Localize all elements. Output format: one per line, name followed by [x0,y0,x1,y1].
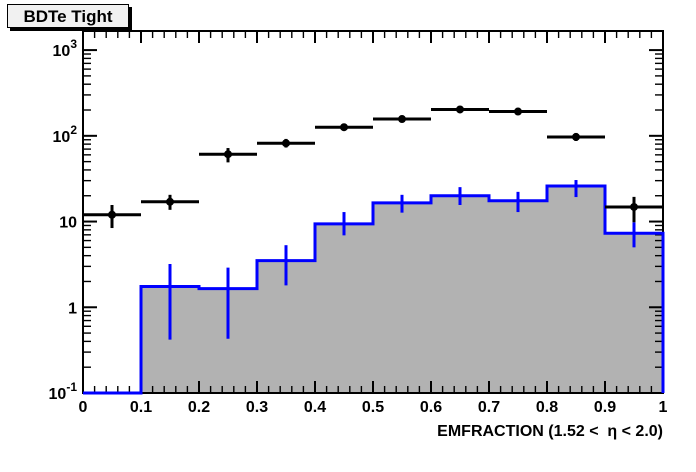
x-tick-label: 0.3 [246,399,268,416]
data-point-marker [224,150,232,159]
y-tick-label: 10-1 [49,380,78,403]
histogram-error-bars [168,180,636,340]
histogram-fill [83,185,663,393]
x-tick-label: 0 [79,399,88,416]
data-point-marker [630,202,638,211]
y-tick-label: 102 [53,123,78,146]
x-tick-label: 0.5 [362,399,384,416]
data-point-marker [166,197,174,206]
y-tick-label: 10 [59,215,77,232]
x-tick-label: 0.4 [304,399,326,416]
x-tick-label: 0.9 [594,399,616,416]
data-point-marker [572,132,580,141]
y-tick-label: 103 [53,37,78,60]
x-tick-label: 0.2 [188,399,210,416]
data-point-marker [456,105,464,114]
x-tick-label: 0.1 [130,399,152,416]
data-point-marker [108,210,116,219]
y-tick-label: 1 [68,300,77,317]
data-point-marker [340,123,348,132]
x-tick-label: 1 [659,399,668,416]
x-axis-title: EMFRACTION (1.52 < η < 2.0) [437,423,663,440]
data-point-marker [398,115,406,124]
x-tick-label: 0.6 [420,399,442,416]
data-point-marker [282,139,290,148]
histogram-title-box: BDTe Tight [7,4,129,28]
x-tick-label: 0.8 [536,399,558,416]
axis-labels: 0 0.1 0.2 0.3 0.4 0.5 0.6 0.7 0.8 0.9 1 10-1 1 10 102 1… [49,37,668,416]
data-point-marker [514,107,522,116]
histogram-outline [83,184,665,395]
data-points [83,105,663,229]
histogram-title: BDTe Tight [23,6,113,26]
x-tick-label: 0.7 [478,399,500,416]
